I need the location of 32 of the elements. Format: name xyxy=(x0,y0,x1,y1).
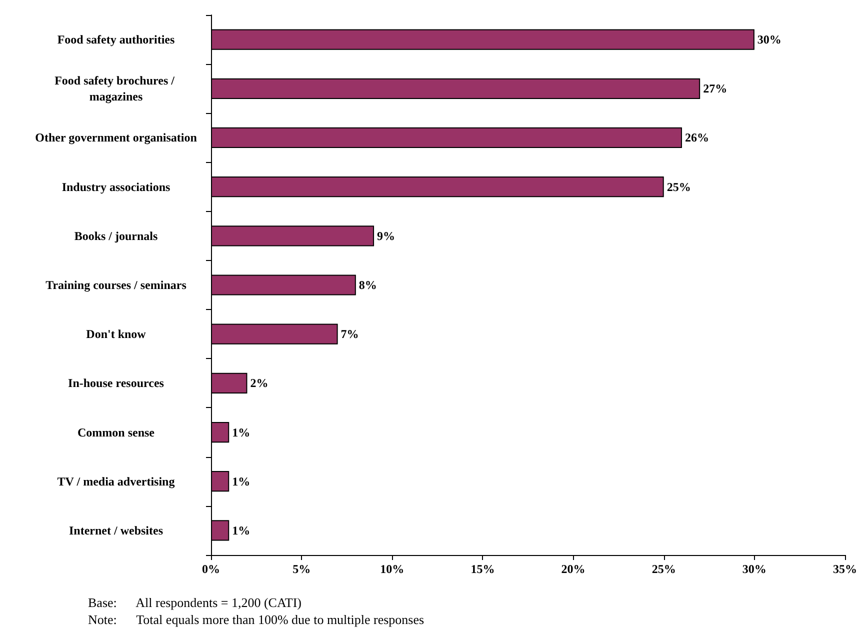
data-label: 26% xyxy=(684,130,709,145)
y-tick-label: Food safety authorities xyxy=(57,32,175,47)
data-label: 7% xyxy=(340,327,359,342)
x-tick-label: 35% xyxy=(833,562,857,576)
y-tick-label: Books / journals xyxy=(74,228,158,243)
data-label: 27% xyxy=(703,82,728,96)
data-label: 25% xyxy=(666,180,691,194)
text: Base: All respondents = 1,200 (CATI) xyxy=(88,595,302,610)
y-tick-label: TV / media advertising xyxy=(57,474,175,488)
x-tick-label: 5% xyxy=(292,562,311,576)
y-tick-label: Industry associations xyxy=(62,180,171,194)
y-tick-label: Common sense xyxy=(78,425,156,440)
data-label: 2% xyxy=(250,376,268,390)
data-label: 9% xyxy=(377,228,396,243)
data-label: 30% xyxy=(757,32,782,47)
y-tick-label: Don't know xyxy=(86,327,146,342)
y-tick-label: Training courses / seminars xyxy=(46,278,187,292)
y-tick-label: Other government organisation xyxy=(35,130,198,145)
text: Note: Total equals more than 100% due to multiple responses xyxy=(88,612,424,627)
data-label: 8% xyxy=(358,278,377,292)
x-tick-label: 30% xyxy=(742,562,766,576)
x-tick-label: 0% xyxy=(202,562,220,576)
y-tick-label: Internet / websites xyxy=(69,523,164,538)
x-tick-label: 25% xyxy=(652,562,676,576)
data-label: 1% xyxy=(232,425,250,440)
x-tick-label: 15% xyxy=(470,562,495,576)
y-tick-label: Food safety brochures / magazines xyxy=(54,74,178,104)
data-label: 1% xyxy=(232,474,250,488)
x-tick-label: 20% xyxy=(561,562,586,576)
y-tick-label: In-house resources xyxy=(68,376,164,390)
x-tick-label: 10% xyxy=(380,562,404,576)
data-label: 1% xyxy=(232,523,250,538)
